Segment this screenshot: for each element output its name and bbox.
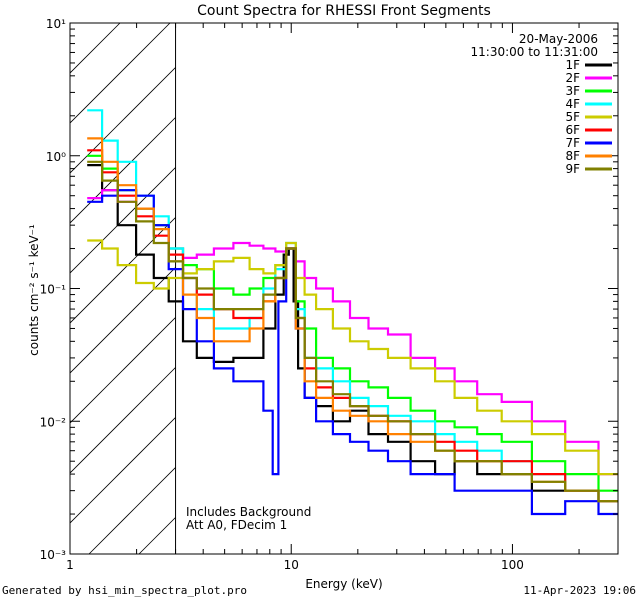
legend-label-5F: 5F [565, 110, 580, 124]
legend-label-4F: 4F [565, 97, 580, 111]
y-axis-label: counts cm⁻² s⁻¹ keV⁻¹ [27, 224, 41, 356]
y-tick-label: 10⁻² [40, 415, 67, 429]
series-1F [87, 164, 618, 503]
hatch-line [70, 23, 171, 124]
y-tick-label: 10⁻³ [40, 548, 67, 562]
date-label: 20-May-2006 [519, 32, 598, 46]
legend-label-1F: 1F [565, 58, 580, 72]
legend-label-6F: 6F [565, 123, 580, 137]
legend-label-3F: 3F [565, 84, 580, 98]
axis-ticks [69, 23, 619, 555]
generated-by-label: Generated by hsi_min_spectra_plot.pro [2, 584, 248, 597]
legend-label-2F: 2F [565, 71, 580, 85]
x-tick-label: 1 [66, 558, 74, 572]
annotation-background: Includes Background [186, 505, 311, 519]
y-tick-labels: 10⁻³ 10⁻² 10⁻¹ 10⁰ 10¹ [40, 17, 67, 562]
annotation-attenuator: Att A0, FDecim 1 [186, 518, 287, 532]
y-tick-label: 10⁻¹ [40, 283, 67, 297]
legend-label-8F: 8F [565, 149, 580, 163]
x-tick-label: 10 [284, 558, 299, 572]
y-tick-label: 10¹ [46, 17, 66, 31]
series-group [87, 109, 618, 516]
x-tick-label: 100 [501, 558, 524, 572]
y-tick-label: 10⁰ [46, 150, 66, 164]
hatch-line [70, 23, 221, 174]
legend-label-7F: 7F [565, 136, 580, 150]
timestamp-label: 11-Apr-2023 19:06 [523, 584, 636, 597]
x-tick-labels: 1 10 100 [66, 558, 524, 572]
series-5F [87, 239, 618, 476]
time-range-label: 11:30:00 to 11:31:00 [471, 45, 598, 59]
x-axis-label: Energy (keV) [305, 577, 382, 591]
legend-label-9F: 9F [565, 162, 580, 176]
series-9F [87, 160, 618, 503]
chart-title: Count Spectra for RHESSI Front Segments [197, 3, 491, 19]
